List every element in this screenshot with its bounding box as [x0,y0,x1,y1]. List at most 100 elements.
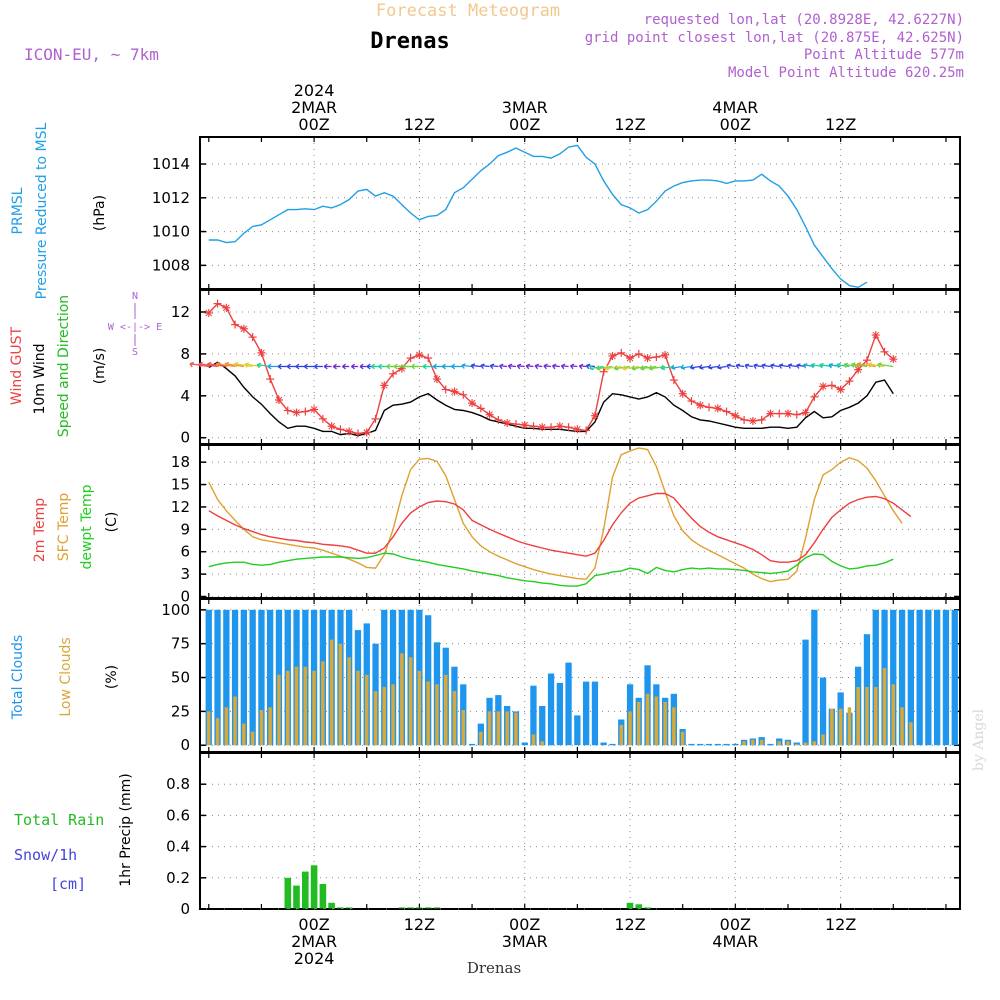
total-clouds-bar [819,677,827,746]
low-clouds-bar [496,711,501,746]
total-clouds-bar [793,742,800,746]
rain-bar [398,907,406,909]
total-clouds-bar [389,609,397,746]
wind-direction-arrow [843,362,859,369]
wind-gust-marker [643,354,652,363]
total-clouds-bar [240,609,247,746]
total-clouds-bar [951,609,958,746]
watermark: by Angel [971,708,987,771]
wind-gust-marker [353,429,362,438]
y-tick-label: 1008 [152,256,190,274]
wind-gust-marker [599,367,608,376]
pressure-line [208,144,868,289]
wind-direction-arrow [303,363,315,370]
rain-bar [433,907,441,909]
total-clouds-bar [547,673,555,746]
total-clouds-bar [925,609,932,746]
wind-direction-arrow [689,364,701,370]
low-clouds-bar [891,684,895,746]
wind-gust-marker [731,411,740,420]
panel-clouds: 0 25 50 75 100 [161,598,961,754]
wind-gust-marker [257,348,266,357]
wind-gust-marker [617,348,626,357]
total-clouds-bar [723,743,730,746]
low-clouds-bar [356,670,360,746]
low-clouds-bar [900,707,904,746]
wind-gust-marker [327,422,336,431]
y-tick-label: 0 [180,429,190,447]
wind-direction-arrow [604,365,622,371]
wind-gust-marker [740,415,749,424]
wind-gust-marker [292,408,301,417]
wind-direction-arrow [534,363,543,370]
low-clouds-bar [277,674,281,746]
wind-10m-label: 10m Wind [32,343,48,414]
total-clouds-bar [574,715,581,746]
footer-location: Drenas [467,959,521,977]
y-tick-label: 1014 [152,155,190,173]
wind-gust-marker [432,375,441,384]
rain-bar [424,907,432,909]
low-clouds-bar [619,724,623,746]
wind-direction-arrow [596,365,613,371]
model-point-altitude: Model Point Altitude 620.25m [728,65,964,81]
wind-gust-marker [555,422,564,431]
y-tick-label: 25 [171,702,190,720]
compass-west-east: W <-|-> E [108,322,162,333]
low-clouds-bar [795,743,799,746]
precip-unit: 1hr Precip (mm) [118,773,134,886]
wind-direction-arrow [770,363,780,369]
wind-direction-label: Speed and Direction [56,295,72,437]
low-clouds-bar [347,657,351,746]
low-clouds-bar [645,693,650,746]
low-clouds-bar [373,691,378,746]
point-altitude: Point Altitude 577m [804,47,964,63]
wind-gust-marker [564,423,573,432]
low-clouds-bar [312,670,316,746]
low-clouds-bar [233,696,237,746]
low-clouds-bar [224,707,229,746]
rain-bar [328,902,335,909]
low-clouds-bar [751,739,755,746]
wind-gust-marker [450,387,459,396]
wind-direction-arrow [480,363,490,370]
low-clouds-bar [856,687,860,746]
low-clouds-bar [654,696,659,746]
wind-gust-marker [459,390,468,399]
y-tick-label: 12 [171,303,190,321]
clouds-total-label: Total Clouds [10,635,26,720]
wind-gust-marker [520,421,529,430]
wind-gust-marker [889,355,898,364]
low-clouds-bar [812,741,816,746]
wind-gust-marker [511,420,520,429]
wind-direction-arrow [461,363,473,369]
wind-gust-marker [713,404,722,413]
rain-bar [644,907,651,909]
wind-direction-arrow [498,363,508,370]
low-clouds-bar [637,701,641,746]
y-tick-label: 15 [171,476,190,494]
low-clouds-bar [479,731,483,746]
panel-temperature: 0 3 6 9 12 15 18 [171,444,961,606]
total-clouds-bar [205,609,212,746]
time-label-top: 00Z [509,115,540,134]
low-clouds-bar [400,653,404,746]
low-clouds-bar [242,723,246,746]
total-clouds-bar [223,609,230,746]
wind-direction-arrow [744,363,753,369]
total-clouds-bar [214,609,221,746]
wind-gust-marker [380,381,389,390]
low-clouds-bar [505,711,509,746]
wind-direction-arrow [543,363,552,370]
wind-gust-marker [538,423,547,432]
low-clouds-bar [435,684,439,746]
wind-gust-marker [696,401,705,410]
wind-gust-marker [301,407,310,416]
wind-gust-marker [827,381,836,390]
y-tick-label: 1012 [152,189,190,207]
wind-gust-marker [213,299,222,308]
total-clouds-bar [249,609,256,746]
wind-direction-arrow [332,363,341,370]
low-clouds-bar [531,734,536,746]
low-clouds-bar [452,691,457,746]
